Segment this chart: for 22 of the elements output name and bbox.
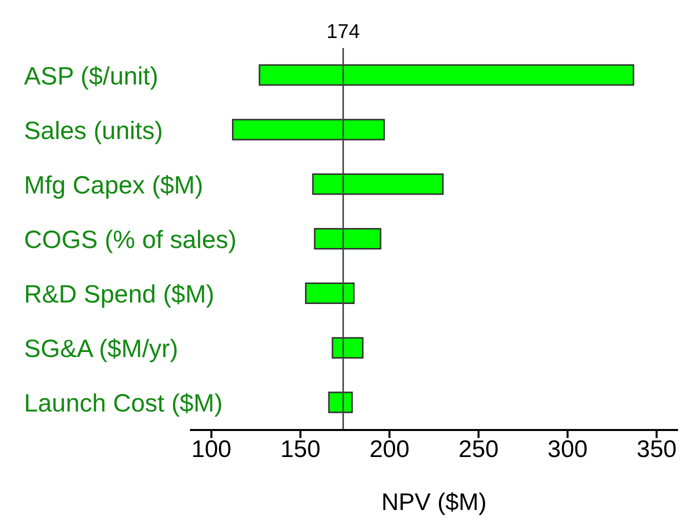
- y-tick-label: COGS (% of sales): [24, 226, 237, 254]
- y-tick-label: Sales (units): [24, 116, 163, 145]
- bar: [258, 64, 634, 86]
- ref-line-label: 174: [326, 21, 360, 43]
- x-tick-label: 300: [548, 436, 588, 464]
- y-tick-label: SG&A ($M/yr): [24, 335, 178, 364]
- x-tick-label: 150: [280, 436, 320, 464]
- x-axis-title: NPV ($M): [381, 489, 487, 516]
- x-tick-label: 350: [636, 436, 677, 464]
- bar: [332, 337, 364, 359]
- y-tick-label: ASP ($/unit): [24, 62, 158, 90]
- x-tick-label: 100: [191, 436, 232, 464]
- bar: [305, 282, 355, 304]
- bar: [312, 173, 444, 195]
- bar: [328, 392, 353, 414]
- x-tick-label: 200: [369, 436, 410, 464]
- bar: [314, 228, 382, 250]
- bar: [232, 118, 385, 140]
- y-tick-label: R&D Spend ($M): [24, 280, 214, 309]
- y-tick-label: Launch Cost ($M): [24, 390, 223, 418]
- y-tick-label: Mfg Capex ($M): [24, 171, 204, 200]
- x-tick-label: 250: [458, 436, 499, 464]
